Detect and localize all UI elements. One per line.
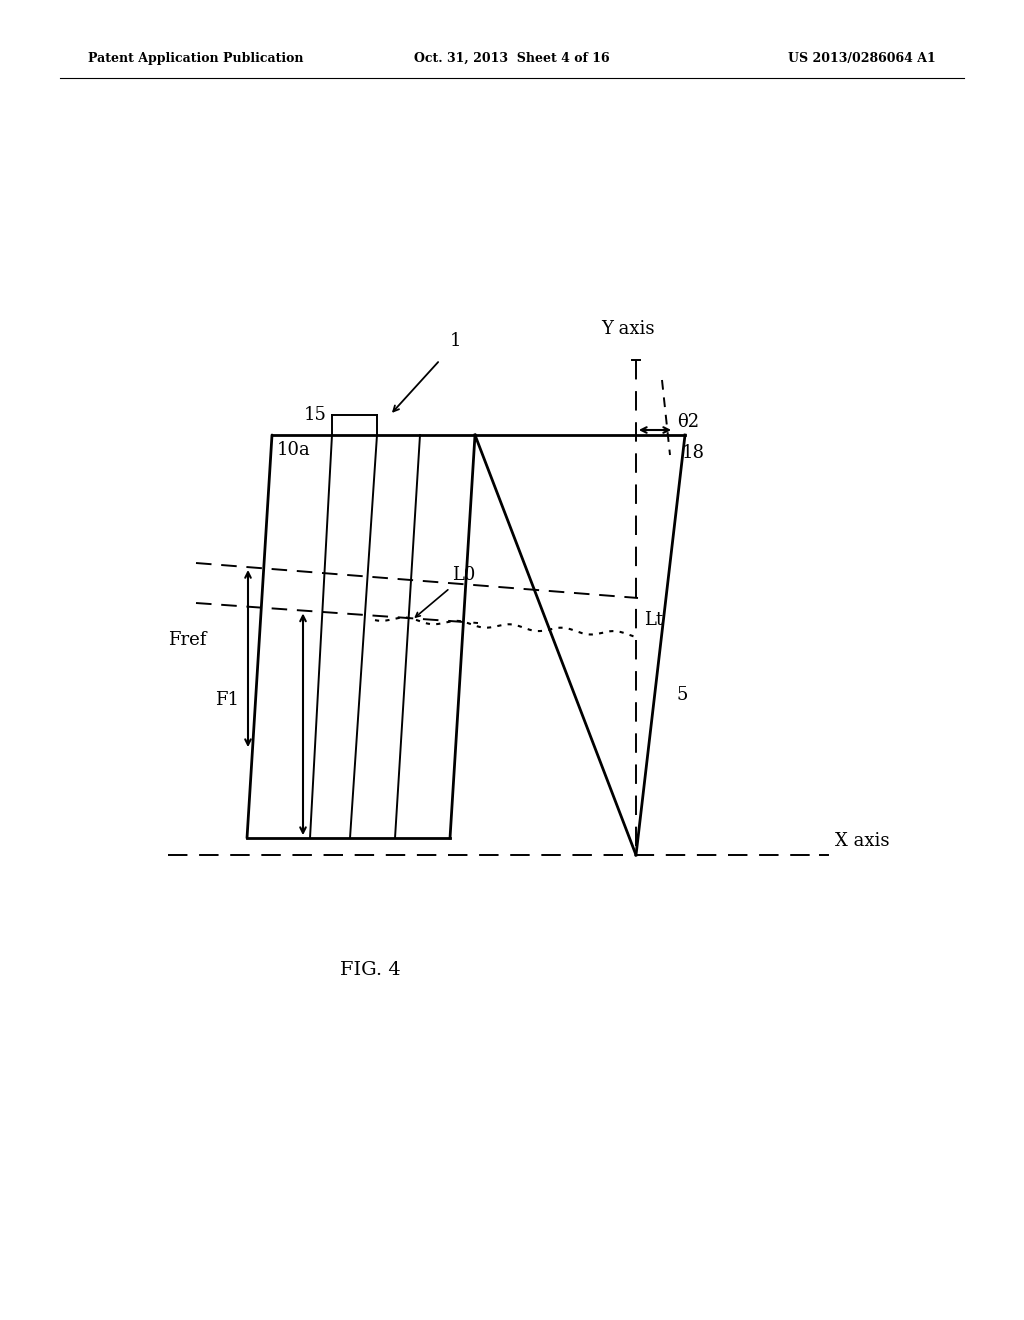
Text: Oct. 31, 2013  Sheet 4 of 16: Oct. 31, 2013 Sheet 4 of 16 bbox=[414, 51, 610, 65]
Text: Fref: Fref bbox=[168, 631, 207, 649]
Text: 18: 18 bbox=[682, 444, 705, 462]
Text: 10a: 10a bbox=[278, 441, 310, 459]
Text: Lt: Lt bbox=[644, 611, 664, 630]
Text: X axis: X axis bbox=[835, 832, 890, 850]
Text: 5: 5 bbox=[676, 686, 687, 704]
Text: 1: 1 bbox=[450, 333, 462, 350]
Text: Y axis: Y axis bbox=[601, 319, 654, 338]
Text: FIG. 4: FIG. 4 bbox=[340, 961, 400, 979]
Text: Patent Application Publication: Patent Application Publication bbox=[88, 51, 303, 65]
Text: US 2013/0286064 A1: US 2013/0286064 A1 bbox=[788, 51, 936, 65]
Text: F1: F1 bbox=[215, 690, 239, 709]
Text: L0: L0 bbox=[452, 566, 475, 583]
Text: 15: 15 bbox=[304, 407, 327, 424]
Text: θ2: θ2 bbox=[677, 413, 699, 432]
